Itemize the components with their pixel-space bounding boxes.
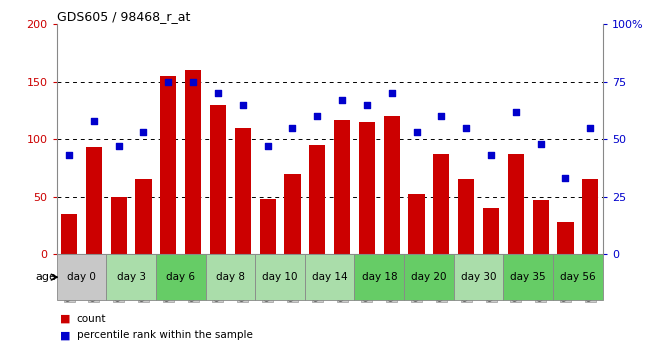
Bar — [486, 253, 497, 302]
Bar — [260, 199, 276, 254]
Point — [486, 152, 496, 158]
Bar — [234, 128, 251, 254]
Bar — [210, 105, 226, 254]
Point — [64, 152, 75, 158]
Text: count: count — [77, 314, 106, 324]
Text: day 6: day 6 — [166, 272, 195, 282]
Text: age: age — [36, 272, 57, 282]
Bar — [384, 116, 400, 254]
Bar — [161, 76, 176, 254]
Bar — [483, 208, 499, 254]
Text: day 56: day 56 — [560, 272, 595, 282]
Text: day 0: day 0 — [67, 272, 96, 282]
Bar — [503, 254, 553, 300]
Text: ■: ■ — [60, 331, 71, 340]
Point — [89, 118, 99, 124]
Point — [138, 129, 149, 135]
Bar — [255, 254, 305, 300]
Text: GDS605 / 98468_r_at: GDS605 / 98468_r_at — [57, 10, 190, 23]
Bar — [557, 222, 573, 254]
Bar — [510, 253, 521, 302]
Bar — [111, 197, 127, 254]
Point — [262, 143, 273, 149]
Bar — [386, 253, 397, 302]
Bar — [560, 253, 571, 302]
Bar — [533, 200, 549, 254]
Bar — [354, 254, 404, 300]
Bar — [284, 174, 300, 254]
Bar — [138, 253, 149, 302]
Bar — [461, 253, 472, 302]
Bar — [404, 254, 454, 300]
Bar — [163, 253, 174, 302]
Bar — [411, 253, 422, 302]
Point — [411, 129, 422, 135]
Text: day 30: day 30 — [461, 272, 496, 282]
Bar — [458, 179, 474, 254]
Point — [535, 141, 546, 147]
Bar — [434, 154, 450, 254]
Point — [511, 109, 521, 114]
Point — [188, 79, 198, 85]
Text: day 8: day 8 — [216, 272, 245, 282]
Text: day 35: day 35 — [510, 272, 546, 282]
Bar — [334, 120, 350, 254]
Point — [287, 125, 298, 130]
Bar — [436, 253, 447, 302]
Point — [362, 102, 372, 107]
Point — [337, 97, 348, 103]
Bar — [535, 253, 546, 302]
Bar — [113, 253, 124, 302]
Bar — [585, 253, 596, 302]
Bar — [237, 253, 248, 302]
Text: day 14: day 14 — [312, 272, 348, 282]
Bar — [305, 254, 354, 300]
Bar — [336, 253, 348, 302]
Bar — [188, 253, 198, 302]
Point — [212, 90, 223, 96]
Bar — [156, 254, 206, 300]
Bar — [107, 254, 156, 300]
Bar — [507, 154, 524, 254]
Bar — [359, 122, 375, 254]
Bar — [262, 253, 273, 302]
Bar — [287, 253, 298, 302]
Text: day 18: day 18 — [362, 272, 397, 282]
Point — [238, 102, 248, 107]
Point — [461, 125, 472, 130]
Text: day 10: day 10 — [262, 272, 298, 282]
Bar — [57, 254, 107, 300]
Text: day 20: day 20 — [411, 272, 447, 282]
Point — [113, 143, 124, 149]
Text: day 3: day 3 — [117, 272, 146, 282]
Bar — [63, 253, 75, 302]
Bar — [86, 147, 102, 254]
Bar — [185, 70, 201, 254]
Point — [585, 125, 595, 130]
Point — [560, 176, 571, 181]
Bar — [553, 254, 603, 300]
Bar — [135, 179, 152, 254]
Bar — [582, 179, 598, 254]
Point — [312, 114, 322, 119]
Bar — [408, 194, 425, 254]
Bar — [89, 253, 99, 302]
Bar — [212, 253, 224, 302]
Bar — [206, 254, 255, 300]
Point — [386, 90, 397, 96]
Text: ■: ■ — [60, 314, 71, 324]
Bar — [362, 253, 372, 302]
Bar — [61, 214, 77, 254]
Bar — [454, 254, 503, 300]
Point — [436, 114, 447, 119]
Bar — [312, 253, 323, 302]
Text: percentile rank within the sample: percentile rank within the sample — [77, 331, 252, 340]
Bar — [309, 145, 325, 254]
Point — [163, 79, 174, 85]
